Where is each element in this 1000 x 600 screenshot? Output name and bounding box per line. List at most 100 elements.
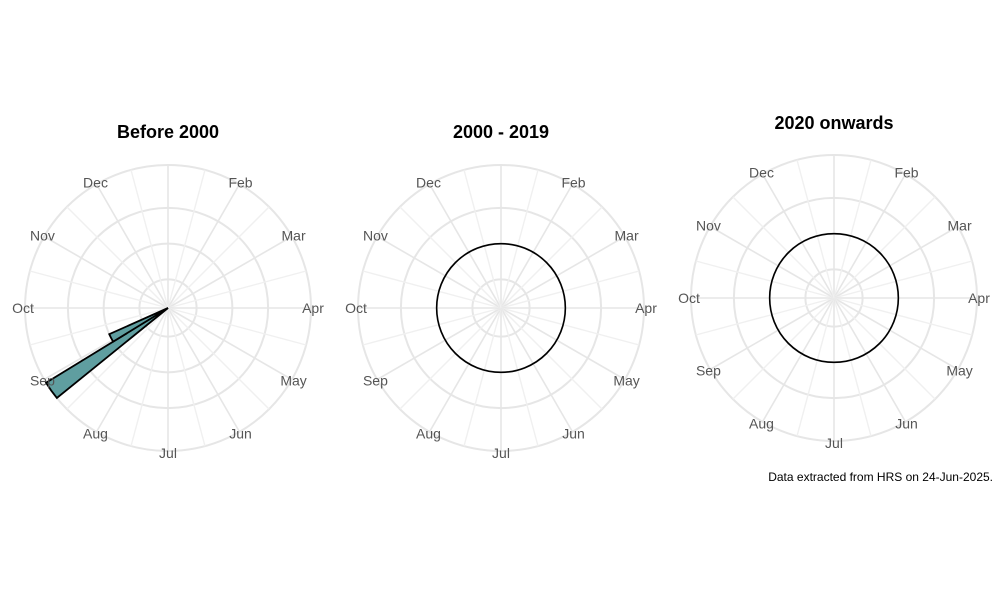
- grid-spoke: [167, 307, 293, 381]
- grid-spoke: [362, 307, 502, 346]
- grid-spoke: [66, 206, 169, 309]
- grid-spoke: [500, 307, 539, 447]
- month-label-feb: Feb: [894, 164, 918, 180]
- grid-spoke: [428, 183, 502, 309]
- month-label-jun: Jun: [229, 426, 252, 442]
- grid-spoke: [500, 270, 640, 309]
- grid-spoke: [167, 183, 241, 309]
- month-label-dec: Dec: [749, 164, 774, 180]
- grid-spoke: [796, 159, 835, 299]
- grid-spoke: [833, 297, 959, 371]
- month-label-apr: Apr: [302, 300, 324, 316]
- grid-spoke: [732, 196, 835, 299]
- month-label-mar: Mar: [615, 228, 639, 244]
- grid-spoke: [167, 270, 307, 309]
- polar-bar-aug-1: [44, 307, 169, 400]
- grid-spoke: [167, 307, 270, 410]
- grid-spoke: [833, 159, 872, 299]
- month-label-mar: Mar: [282, 228, 306, 244]
- month-label-jul: Jul: [825, 435, 843, 451]
- month-label-dec: Dec: [416, 174, 441, 190]
- month-label-apr: Apr: [968, 290, 990, 306]
- month-label-aug: Aug: [416, 426, 441, 442]
- grid-spoke: [833, 225, 959, 299]
- grid-spoke: [167, 307, 307, 346]
- grid-spoke: [761, 297, 835, 423]
- grid-spoke: [29, 270, 169, 309]
- grid-spoke: [167, 307, 241, 433]
- month-label-may: May: [613, 373, 639, 389]
- month-label-sep: Sep: [30, 373, 55, 389]
- grid-spoke: [167, 206, 270, 309]
- grid-spoke: [732, 297, 835, 400]
- grid-spoke: [376, 307, 502, 381]
- polar-panel-1: Feb Mar Apr May Jun Jul Aug Sep Oct Nov Dec Before …: [12, 122, 324, 461]
- month-label-jul: Jul: [492, 445, 510, 461]
- grid-spoke: [130, 169, 169, 309]
- grid-spoke: [428, 307, 502, 433]
- data-source-caption: Data extracted from HRS on 24-Jun-2025.: [768, 470, 993, 484]
- grid-spoke: [833, 260, 973, 299]
- grid-spoke: [167, 169, 206, 309]
- panel-title: Before 2000: [117, 122, 219, 142]
- grid-spoke: [376, 235, 502, 309]
- grid-spoke: [500, 307, 626, 381]
- grid-spoke: [167, 307, 206, 447]
- grid-spoke: [833, 297, 872, 437]
- grid-spoke: [833, 297, 936, 400]
- grid-spoke: [709, 225, 835, 299]
- grid-spoke: [463, 169, 502, 309]
- panel-title: 2000 - 2019: [453, 122, 549, 142]
- month-label-nov: Nov: [696, 218, 721, 234]
- month-label-may: May: [946, 363, 972, 379]
- month-label-jul: Jul: [159, 445, 177, 461]
- grid-spoke: [167, 235, 293, 309]
- grid-spoke: [695, 297, 835, 336]
- grid-spoke: [500, 307, 603, 410]
- grid-spoke: [66, 307, 169, 410]
- grid-spoke: [833, 297, 973, 336]
- grid-spoke: [500, 235, 626, 309]
- month-label-aug: Aug: [83, 426, 108, 442]
- month-label-jun: Jun: [562, 426, 585, 442]
- grid-spoke: [796, 297, 835, 437]
- grid-spoke: [500, 307, 574, 433]
- polar-bar-aug-2: [108, 307, 169, 343]
- grid-spoke: [695, 260, 835, 299]
- grid-spoke: [833, 196, 936, 299]
- month-label-sep: Sep: [696, 363, 721, 379]
- month-label-nov: Nov: [363, 228, 388, 244]
- panel-title: 2020 onwards: [774, 113, 893, 133]
- grid-spoke: [399, 206, 502, 309]
- grid-spoke: [29, 307, 169, 346]
- month-label-oct: Oct: [12, 300, 34, 316]
- polar-panel-3: Feb Mar Apr May Jun Jul Aug Sep Oct Nov Dec 2020 on…: [678, 113, 990, 451]
- grid-spoke: [463, 307, 502, 447]
- grid-spoke: [362, 270, 502, 309]
- grid-spoke: [709, 297, 835, 371]
- grid-spoke: [500, 206, 603, 309]
- grid-spoke: [761, 173, 835, 299]
- grid-spoke: [500, 307, 640, 346]
- grid-spoke: [833, 173, 907, 299]
- grid-spoke: [500, 169, 539, 309]
- grid-spoke: [500, 183, 574, 309]
- month-label-feb: Feb: [561, 174, 585, 190]
- month-label-oct: Oct: [345, 300, 367, 316]
- month-label-may: May: [280, 373, 306, 389]
- grid-spoke: [95, 307, 169, 433]
- month-label-aug: Aug: [749, 416, 774, 432]
- month-label-apr: Apr: [635, 300, 657, 316]
- reference-circle: [435, 242, 567, 374]
- month-label-feb: Feb: [228, 174, 252, 190]
- grid-spoke: [130, 307, 169, 447]
- month-label-jun: Jun: [895, 416, 918, 432]
- grid-spoke: [95, 183, 169, 309]
- month-label-nov: Nov: [30, 228, 55, 244]
- month-label-dec: Dec: [83, 174, 108, 190]
- polar-panel-2: Feb Mar Apr May Jun Jul Aug Sep Oct Nov Dec 2000 - …: [345, 122, 657, 461]
- grid-spoke: [833, 297, 907, 423]
- month-label-mar: Mar: [948, 218, 972, 234]
- grid-spoke: [399, 307, 502, 410]
